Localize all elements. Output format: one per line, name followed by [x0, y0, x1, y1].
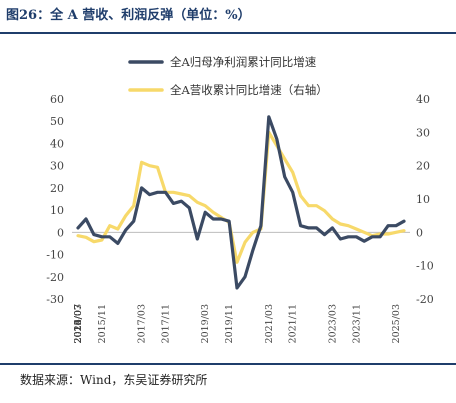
- left-y-axis: -30 -20 -10 0 10 20 30 40 50 60: [46, 93, 64, 306]
- x-axis-tick-label: 2023/11: [351, 304, 362, 343]
- x-axis-tick-label: 2022/07: [73, 304, 84, 343]
- x-axis-tick-label: 2019/03: [200, 304, 211, 343]
- left-axis-tick-label: 50: [50, 115, 64, 128]
- right-axis-tick-label: 20: [416, 160, 430, 173]
- revenue-growth-line: [76, 130, 406, 264]
- left-axis-tick-label: 30: [50, 160, 64, 173]
- legend-label: 全A归母净利润累计同比增速: [170, 55, 317, 69]
- source-note: 数据来源：Wind，东吴证券研究所: [20, 373, 208, 387]
- x-axis-tick-label: 2015/11: [97, 304, 108, 343]
- x-axis-tick-label: 2023/03: [327, 304, 338, 343]
- right-axis-tick-label: 40: [416, 93, 430, 106]
- left-axis-tick-label: 20: [50, 182, 64, 195]
- chart-series: [76, 115, 406, 290]
- right-axis-tick-label: 30: [416, 126, 430, 139]
- right-axis-tick-label: -10: [416, 260, 434, 273]
- x-axis-tick-label: 2015/03: [73, 304, 84, 343]
- figure-title: 图26：全 A 营收、利润反弹（单位：%）: [6, 8, 251, 23]
- x-axis-tick-label: 2021/03: [264, 304, 275, 343]
- left-axis-tick-label: 0: [57, 226, 64, 239]
- right-axis-tick-label: 0: [416, 226, 423, 239]
- title-divider: [0, 32, 456, 34]
- right-axis-tick-label: -20: [416, 293, 434, 306]
- x-axis-tick-label: 2017/11: [160, 304, 171, 343]
- x-axis-tick-label: 2020/07: [73, 304, 84, 343]
- left-axis-tick-label: -10: [46, 249, 64, 262]
- x-axis: 2015/03 2015/11 2016/07 2017/03 2017/11 2018/…: [72, 231, 410, 343]
- x-axis-tick-label: 2019/11: [224, 304, 235, 343]
- left-axis-tick-label: -30: [46, 293, 64, 306]
- left-axis-tick-label: 10: [50, 204, 64, 217]
- right-axis-tick-label: 10: [416, 193, 430, 206]
- x-axis-tick-label: 2018/07: [73, 304, 84, 343]
- x-axis-tick-label: 2025/03: [391, 304, 402, 343]
- source-divider: [0, 363, 456, 365]
- x-axis-tick-label: 2016/07: [73, 304, 84, 343]
- left-axis-tick-label: 60: [50, 93, 64, 106]
- x-axis-tick-label: 2021/11: [288, 304, 299, 343]
- left-axis-tick-label: -20: [46, 271, 64, 284]
- x-axis-tick-label: 2017/03: [137, 304, 148, 343]
- x-axis-tick-label: 2024/07: [73, 304, 84, 343]
- profit-growth-line: [76, 115, 406, 290]
- left-axis-tick-label: 40: [50, 137, 64, 150]
- legend-label: 全A营收累计同比增速（右轴）: [170, 83, 328, 97]
- right-y-axis: -20 -10 0 10 20 30 40: [416, 93, 434, 306]
